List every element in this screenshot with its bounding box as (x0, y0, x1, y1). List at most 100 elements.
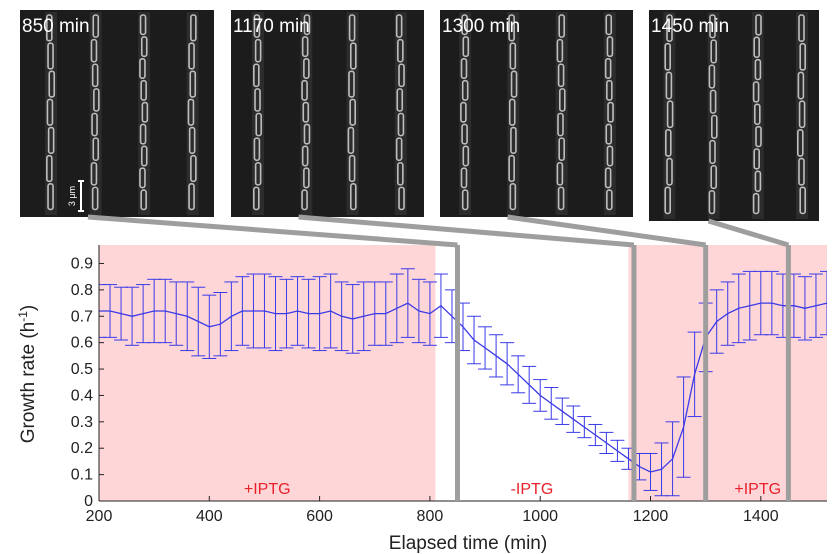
y-axis-title-superscript: -1 (16, 311, 30, 322)
cell-outline (92, 14, 100, 38)
cell-outline (796, 129, 804, 157)
cell-outline (398, 63, 405, 88)
cell-outline (301, 189, 308, 211)
cell-outline (139, 14, 147, 36)
time-marker (298, 214, 637, 501)
cell-outline (253, 63, 260, 88)
growth-rate-chart: 200 400 600 800 1000 1200 1400 0 0.1 0.2 0.3 0.4 0.… (16, 214, 828, 554)
cell-channel (89, 12, 102, 215)
cell-outline (558, 14, 565, 38)
cell-outline (348, 70, 355, 98)
cell-outline (303, 14, 311, 36)
cell-outline (187, 98, 195, 126)
cell-outline (798, 100, 806, 129)
cell-outline (604, 57, 612, 79)
cell-outline (461, 123, 468, 145)
y-axis-title: Growth rate (h-1) (16, 305, 39, 443)
cell-outline (753, 36, 761, 58)
cell-outline (90, 38, 98, 63)
cell-outline (397, 161, 404, 186)
cell-outline (510, 126, 517, 155)
time-marker-connector (507, 214, 707, 248)
cell-outline (665, 71, 673, 100)
panel-time-label: 1170 min (233, 16, 310, 37)
cell-outline (253, 137, 261, 162)
cell-outline (755, 125, 762, 148)
cell-outline (558, 88, 566, 112)
cell-outline (510, 70, 518, 98)
cell-outline (460, 167, 468, 189)
cell-outline (253, 14, 261, 38)
cell-outline (140, 145, 148, 167)
y-tick-label: 0.9 (71, 255, 93, 272)
cell-outline (139, 57, 146, 79)
time-marker-connector (87, 214, 458, 248)
cell-outline (556, 38, 564, 63)
cell-outline (753, 148, 761, 170)
cell-outline (140, 189, 147, 211)
cell-outline (508, 154, 515, 183)
cell-outline (753, 103, 761, 125)
cell-channels (252, 12, 407, 215)
cell-outline (46, 154, 53, 183)
y-axis-title-end: ) (18, 305, 39, 311)
x-axis-ticks: 200 400 600 800 1000 1200 1400 (86, 496, 779, 525)
cell-outline (754, 170, 762, 192)
time-marker (707, 218, 791, 501)
cell-outline (710, 164, 718, 190)
cell-outline (47, 126, 55, 155)
cell-outline (461, 14, 468, 36)
cell-outline (799, 42, 807, 71)
cell-outline (255, 112, 263, 137)
cell-outline (303, 57, 310, 79)
cell-outline (91, 186, 99, 211)
cell-outline (755, 14, 762, 36)
cell-outline (606, 79, 613, 101)
cell-outline (799, 186, 807, 215)
region-label: -IPTG (511, 481, 554, 498)
cell-outline (605, 123, 613, 145)
cell-channel (603, 12, 616, 215)
cell-outline (90, 161, 98, 186)
micrograph-image (440, 10, 633, 217)
cell-outline (798, 157, 805, 186)
x-tick-label: 1000 (522, 508, 558, 525)
cell-outline (710, 39, 718, 64)
cell-outline (462, 36, 470, 58)
y-axis-ticks: 0 0.1 0.2 0.3 0.4 0.5 0.6 0.7 0.8 0.9 (71, 255, 104, 510)
cell-channel (394, 12, 407, 215)
cell-outline (710, 114, 718, 139)
micrograph-panels: 850 min 1170 min 1300 min 1450 min 3 μm (20, 10, 819, 221)
region-label: +IPTG (244, 481, 291, 498)
cell-outline (303, 167, 310, 189)
cell-outline (460, 57, 468, 79)
time-marker (507, 214, 709, 501)
cell-outline (190, 14, 197, 42)
cell-channel (252, 12, 265, 215)
y-tick-label: 0.1 (71, 467, 93, 484)
cell-outline (46, 98, 54, 126)
cell-outline (606, 145, 614, 167)
cell-outline (398, 186, 405, 211)
cell-channel (346, 12, 359, 215)
cell-outline (666, 100, 674, 129)
cell-outline (348, 14, 356, 42)
micrograph-image (649, 10, 819, 221)
x-tick-label: 600 (306, 508, 333, 525)
cell-outline (709, 139, 716, 165)
channel-glow (507, 12, 520, 215)
cell-outline (557, 63, 565, 88)
cell-channel (138, 12, 151, 215)
scale-bar: 3 μm (67, 180, 84, 212)
y-tick-label: 0.8 (71, 282, 93, 299)
cell-outline (558, 137, 565, 162)
cell-outline (140, 36, 148, 58)
cell-outline (46, 14, 53, 42)
cell-outline (604, 167, 612, 189)
cell-outline (607, 101, 614, 123)
cell-outline (664, 186, 672, 215)
cell-outline (557, 186, 565, 211)
cell-outline (140, 79, 147, 101)
cell-outline (188, 183, 195, 211)
